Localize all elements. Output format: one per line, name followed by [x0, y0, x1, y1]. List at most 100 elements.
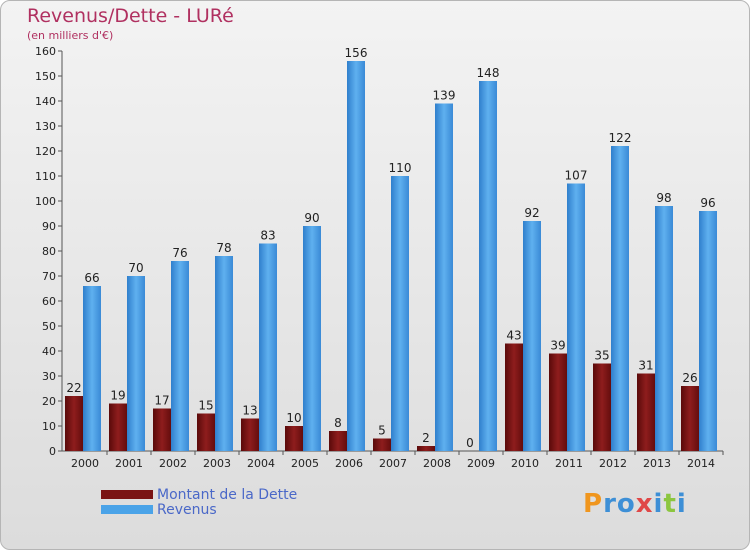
- x-tick-label: 2003: [203, 457, 231, 470]
- bar-revenus: [567, 183, 585, 451]
- data-label-revenus: 96: [700, 196, 715, 210]
- logo-letter: i: [653, 489, 664, 519]
- bar-dette: [505, 343, 523, 451]
- data-label-dette: 31: [638, 359, 653, 373]
- data-label-revenus: 92: [524, 206, 539, 220]
- bar-dette: [373, 438, 391, 451]
- x-tick-label: 2009: [467, 457, 495, 470]
- y-tick-label: 80: [42, 245, 56, 258]
- logo-letter: x: [635, 489, 654, 519]
- x-tick-label: 2004: [247, 457, 275, 470]
- chart-subtitle: (en milliers d'€): [27, 29, 114, 42]
- x-tick-label: 2011: [555, 457, 583, 470]
- legend: Montant de la Dette Revenus: [101, 486, 298, 518]
- bar-revenus: [83, 286, 101, 451]
- y-tick-label: 0: [49, 445, 56, 458]
- chart-title: Revenus/Dette - LURé: [27, 5, 234, 27]
- bar-dette: [329, 431, 347, 451]
- data-label-revenus: 78: [216, 241, 231, 255]
- y-tick-label: 40: [42, 345, 56, 358]
- y-tick-label: 20: [42, 395, 56, 408]
- data-label-revenus: 90: [304, 211, 319, 225]
- legend-label-dette: Montant de la Dette: [157, 486, 298, 503]
- data-label-dette: 17: [154, 394, 169, 408]
- y-tick-label: 160: [35, 45, 56, 58]
- bar-revenus: [303, 226, 321, 451]
- y-tick-label: 150: [35, 70, 56, 83]
- bar-revenus: [259, 243, 277, 451]
- data-label-dette: 10: [286, 411, 301, 425]
- bar-dette: [417, 446, 435, 451]
- data-labels: 22 66 19 70 17 76 15 78 13 83 10 90 8 156 5 110 2 139 0 148…: [66, 46, 715, 450]
- y-tick-label: 60: [42, 295, 56, 308]
- data-label-dette: 8: [334, 416, 342, 430]
- bar-dette: [285, 426, 303, 451]
- logo-letter: r: [603, 489, 617, 519]
- data-label-dette: 2: [422, 431, 430, 445]
- legend-swatch-revenus: [101, 505, 153, 514]
- legend-item-revenus: Revenus: [101, 501, 297, 518]
- x-tick-label: 2002: [159, 457, 187, 470]
- x-tick-label: 2008: [423, 457, 451, 470]
- data-label-revenus: 70: [128, 261, 143, 275]
- data-label-revenus: 76: [172, 246, 187, 260]
- legend-item-dette: Montant de la Dette: [101, 486, 298, 503]
- bar-revenus: [347, 61, 365, 451]
- legend-swatch-dette: [101, 490, 153, 499]
- data-label-dette: 22: [66, 381, 81, 395]
- bar-revenus: [523, 221, 541, 451]
- data-label-dette: 39: [550, 339, 565, 353]
- bar-revenus: [215, 256, 233, 451]
- bar-dette: [241, 418, 259, 451]
- data-label-dette: 0: [466, 436, 474, 450]
- y-tick-label: 130: [35, 120, 56, 133]
- x-tick-label: 2013: [643, 457, 671, 470]
- data-label-revenus: 107: [565, 169, 588, 183]
- data-label-dette: 43: [506, 329, 521, 343]
- data-label-dette: 19: [110, 389, 125, 403]
- data-label-revenus: 148: [477, 66, 500, 80]
- bar-dette: [637, 373, 655, 451]
- data-label-revenus: 66: [84, 271, 99, 285]
- y-tick-label: 110: [35, 170, 56, 183]
- x-tick-label: 2006: [335, 457, 363, 470]
- bar-revenus: [391, 176, 409, 451]
- data-label-dette: 5: [378, 424, 386, 438]
- y-tick-label: 120: [35, 145, 56, 158]
- y-tick-label: 140: [35, 95, 56, 108]
- x-tick-label: 2014: [687, 457, 715, 470]
- y-tick-label: 70: [42, 270, 56, 283]
- bar-revenus: [435, 103, 453, 451]
- y-tick-label: 10: [42, 420, 56, 433]
- bars: [65, 61, 717, 451]
- logo-letter: t: [663, 489, 677, 519]
- x-tick-label: 2000: [71, 457, 99, 470]
- bar-revenus: [171, 261, 189, 451]
- x-tick-label: 2010: [511, 457, 539, 470]
- x-tick-label: 2001: [115, 457, 143, 470]
- data-label-revenus: 83: [260, 229, 275, 243]
- logo-letter: o: [616, 489, 636, 519]
- data-label-dette: 26: [682, 371, 697, 385]
- bar-dette: [593, 363, 611, 451]
- data-label-revenus: 156: [345, 46, 368, 60]
- bar-dette: [549, 353, 567, 451]
- legend-label-revenus: Revenus: [157, 501, 217, 518]
- bar-dette: [681, 386, 699, 451]
- bar-revenus: [611, 146, 629, 451]
- proxiti-logo: Proxiti: [583, 489, 687, 519]
- bar-revenus: [127, 276, 145, 451]
- x-tick-label: 2012: [599, 457, 627, 470]
- x-tick-label: 2005: [291, 457, 319, 470]
- data-label-revenus: 98: [656, 191, 671, 205]
- bar-dette: [65, 396, 83, 451]
- bar-dette: [153, 408, 171, 451]
- bar-dette: [197, 413, 215, 451]
- bar-dette: [109, 403, 127, 451]
- y-tick-label: 100: [35, 195, 56, 208]
- data-label-revenus: 139: [433, 89, 456, 103]
- data-label-revenus: 110: [389, 161, 412, 175]
- y-tick-label: 90: [42, 220, 56, 233]
